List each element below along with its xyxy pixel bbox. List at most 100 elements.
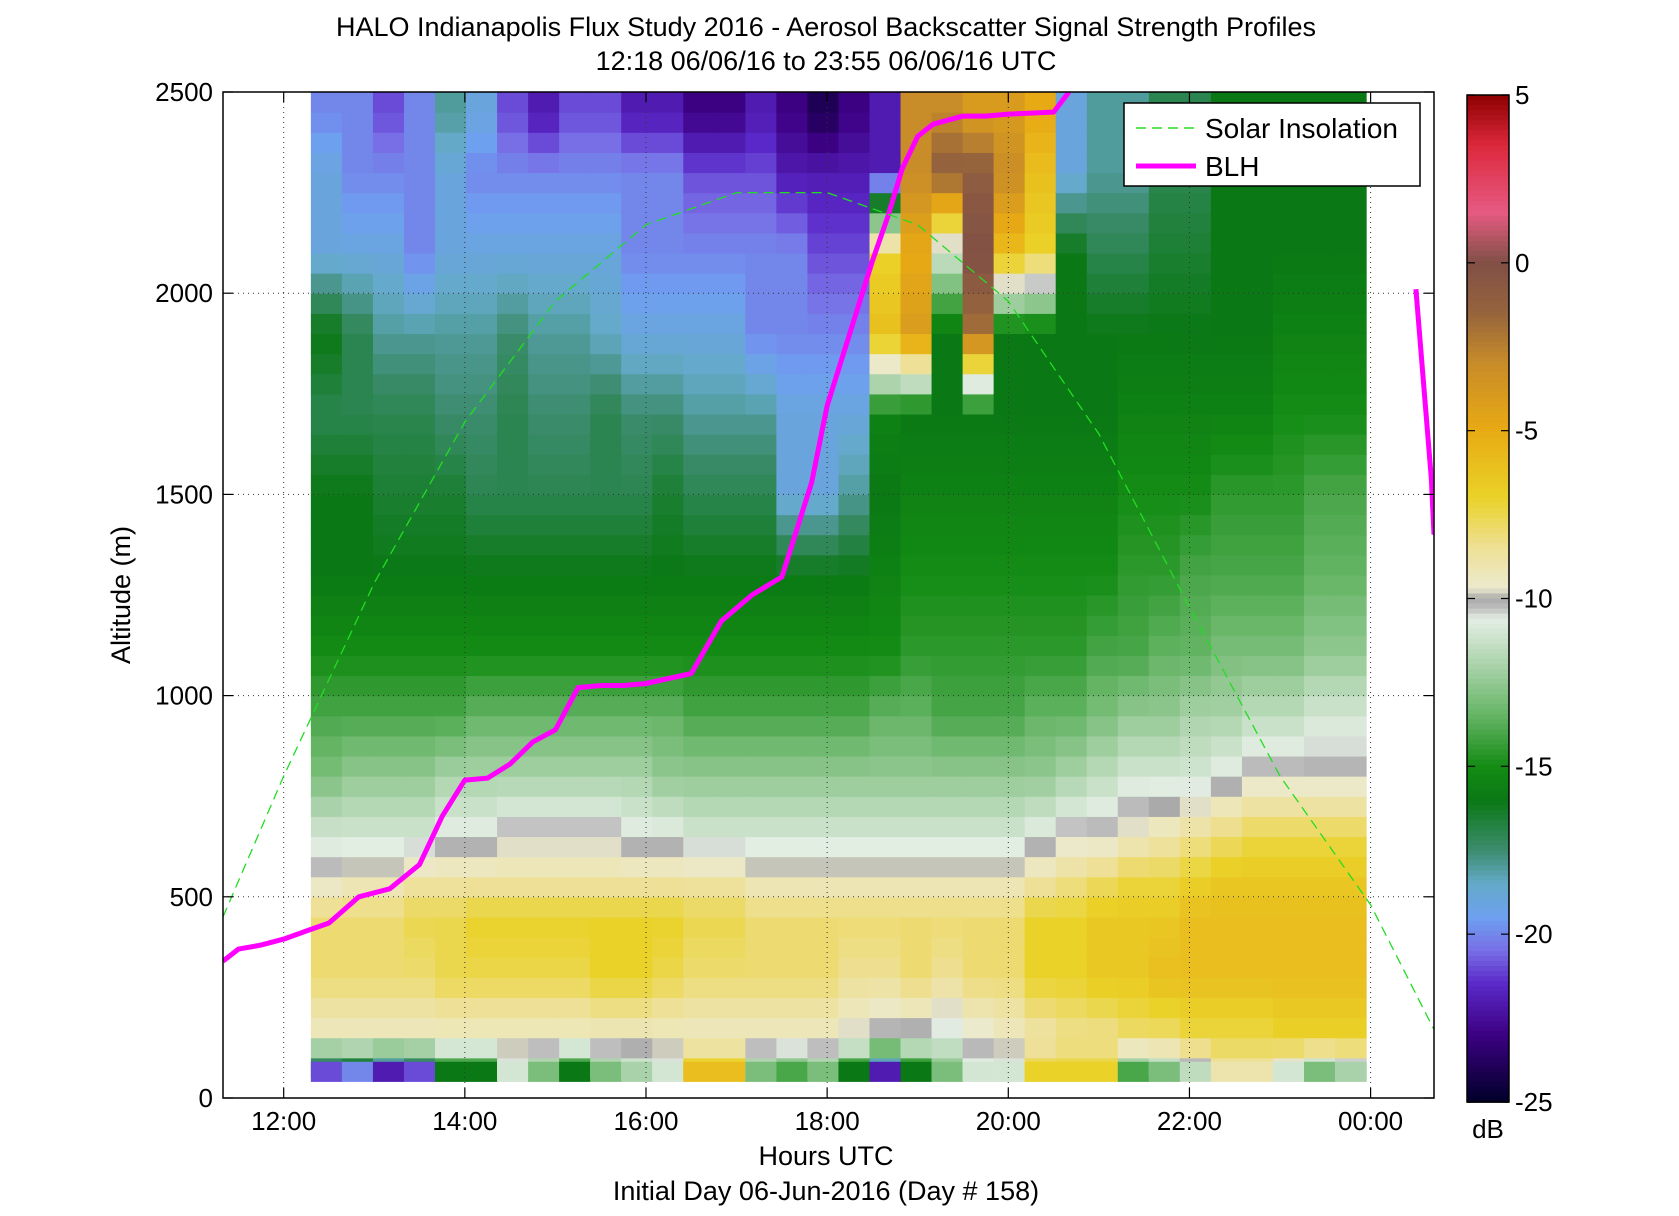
heatmap-cell [1272,514,1305,536]
heatmap-cell [1241,252,1274,274]
heatmap-cell [621,333,653,355]
heatmap-cell [310,373,343,395]
colorbar-cell [1467,794,1509,801]
heatmap [310,92,1367,1082]
heatmap-cell [372,273,405,294]
heatmap-cell [497,755,529,777]
heatmap-cell [714,192,746,214]
heatmap-cell [435,232,467,254]
heatmap-cell [372,796,405,817]
heatmap-cell [745,534,777,556]
heatmap-cell [1179,856,1212,878]
heatmap-cell [1272,937,1305,958]
colorbar-cell [1467,945,1509,952]
heatmap-cell [310,313,343,335]
heatmap-cell [838,554,871,576]
heatmap-cell [372,655,405,677]
heatmap-cell [1086,333,1119,355]
heatmap-cell [310,856,343,878]
heatmap-cell [869,796,902,817]
heatmap-cell [1086,252,1119,274]
heatmap-cell [714,997,746,1019]
heatmap-cell-surface [466,1061,498,1082]
colorbar-cell [1467,704,1509,711]
heatmap-cell [372,695,405,717]
heatmap-cell [962,554,995,576]
heatmap-cell [372,92,405,113]
heatmap-cell [1055,514,1088,536]
heatmap-cell [931,916,964,938]
heatmap-cell [1148,937,1181,958]
heatmap-cell [931,977,964,998]
heatmap-cell [1055,816,1088,838]
heatmap-cell [1148,574,1181,596]
colorbar-cell [1467,613,1509,620]
heatmap-cell [1148,715,1181,737]
heatmap-cell [1055,434,1088,455]
heatmap-cell [807,1037,840,1059]
heatmap-cell [1024,856,1057,878]
heatmap-cell [1148,755,1181,777]
colorbar-cell [1467,784,1509,791]
heatmap-cell [1148,514,1181,536]
heatmap-cell [528,755,560,777]
heatmap-cell [435,655,467,677]
heatmap-cell [807,916,840,938]
heatmap-cell [900,675,933,697]
heatmap-cell [1117,695,1150,717]
heatmap-cell [435,353,467,375]
heatmap-cell [1241,695,1274,717]
heatmap-cell [900,796,933,817]
heatmap-cell [931,534,964,556]
colorbar-cell [1467,618,1509,625]
heatmap-cell [683,474,715,495]
heatmap-cell [1148,534,1181,556]
heatmap-cell [962,675,995,697]
heatmap-cell [559,977,591,998]
heatmap-cell [1210,675,1243,697]
heatmap-cell [838,937,871,958]
heatmap-cell [993,333,1026,355]
heatmap-cell [341,574,374,596]
heatmap-cell [1335,1017,1367,1039]
heatmap-cell [403,494,436,516]
heatmap-cell [1148,997,1181,1019]
heatmap-cell [1335,735,1367,757]
heatmap-cell [683,353,715,375]
heatmap-cell [931,172,964,194]
heatmap-cell [341,735,374,757]
heatmap-cell-surface [1210,1061,1243,1082]
heatmap-cell [900,514,933,536]
heatmap-cell [310,1037,343,1059]
heatmap-cell [900,212,933,234]
heatmap-cell [838,152,871,174]
heatmap-cell [466,434,498,455]
heatmap-cell [1086,1017,1119,1039]
colorbar-cell [1467,573,1509,580]
heatmap-cell [652,957,684,978]
heatmap-cell [372,735,405,757]
heatmap-cell [745,232,777,254]
heatmap-cell [652,615,684,636]
heatmap-cell [869,172,902,194]
heatmap-cell [497,896,529,918]
heatmap-cell [931,273,964,294]
heatmap-cell [931,333,964,355]
heatmap-cell [714,916,746,938]
heatmap-cell [652,534,684,556]
heatmap-cell [559,856,591,878]
heatmap-cell [900,1017,933,1039]
heatmap-cell [1335,413,1367,435]
heatmap-cell [1241,574,1274,596]
heatmap-cell [1304,554,1336,576]
heatmap-cell [900,776,933,797]
colorbar-cell [1467,845,1509,852]
heatmap-cell [590,1017,622,1039]
heatmap-cell [714,494,746,516]
heatmap-cell [403,474,436,495]
heatmap-cell [1055,755,1088,777]
heatmap-cell [590,353,622,375]
heatmap-cell [403,876,436,898]
heatmap-cell [559,957,591,978]
heatmap-cell [435,273,467,294]
